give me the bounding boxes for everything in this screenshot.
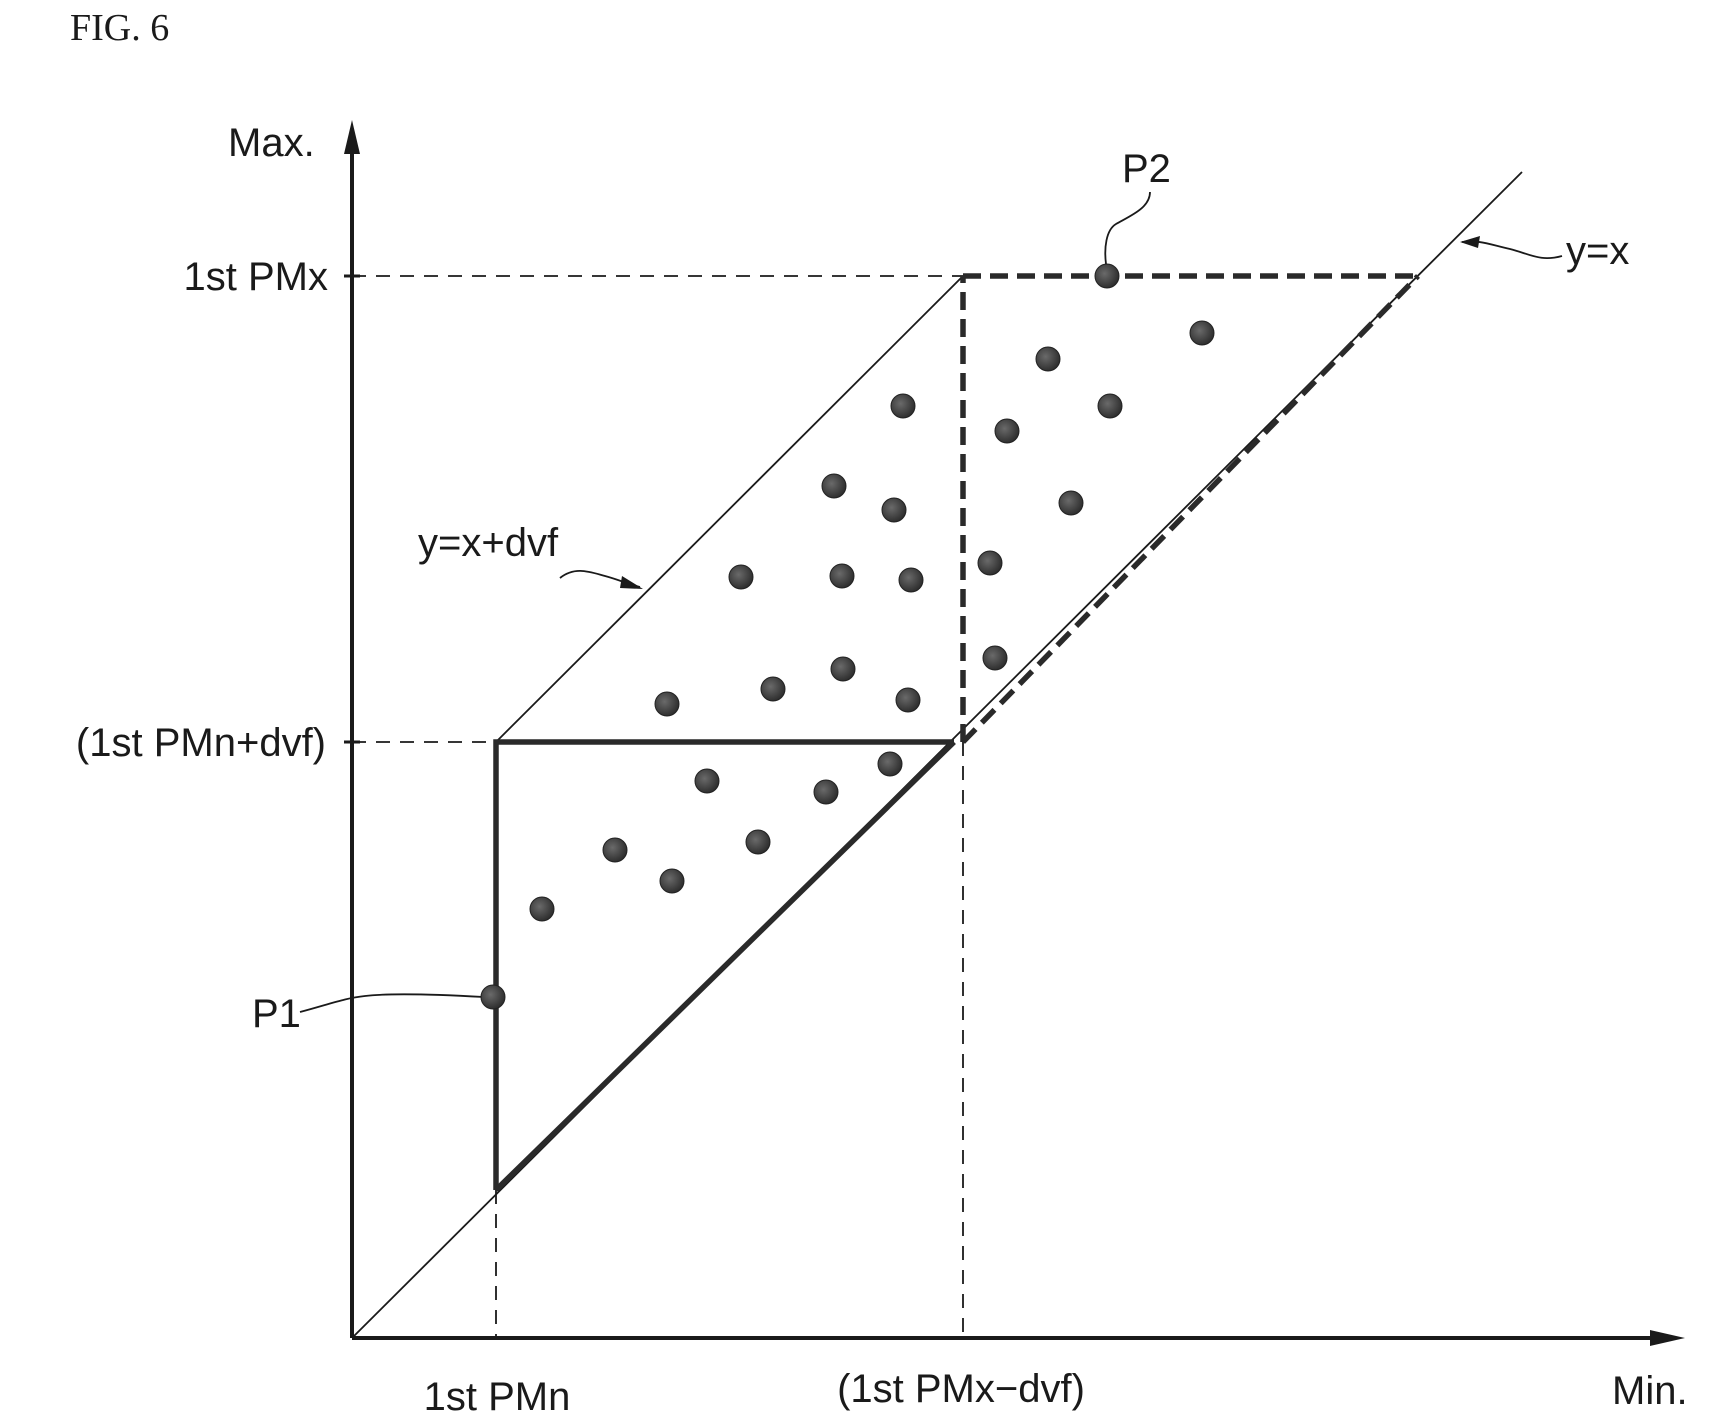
tick-marks — [344, 274, 360, 744]
data-point — [659, 868, 685, 894]
tick-label-1st-pmn: 1st PMn — [424, 1375, 571, 1419]
label-y-equals-x-plus-dvf: y=x+dvf — [418, 521, 559, 565]
data-point — [821, 473, 847, 499]
reference-lines — [352, 275, 964, 1338]
leader-arrow-y-equals-x — [1460, 236, 1480, 248]
axes — [344, 120, 1685, 1346]
data-point — [1058, 490, 1084, 516]
y-axis-label: Max. — [228, 121, 315, 165]
leader-p2 — [1104, 191, 1151, 265]
lower-region — [493, 739, 956, 1192]
upper-region — [960, 273, 1420, 744]
data-point-p2 — [1094, 263, 1120, 289]
line-y-equals-x-plus-dvf — [495, 275, 964, 743]
data-point — [654, 691, 680, 717]
tick-label-1st-pmx-minus-dvf: (1st PMx−dvf) — [837, 1367, 1085, 1411]
data-point — [994, 418, 1020, 444]
tick-label-1st-pmx: 1st PMx — [184, 255, 328, 299]
data-point-p1 — [480, 984, 506, 1010]
data-point — [898, 567, 924, 593]
label-y-equals-x: y=x — [1566, 229, 1629, 273]
data-point — [760, 676, 786, 702]
data-point — [977, 550, 1003, 576]
data-point — [890, 393, 916, 419]
leader-arrow-y-equals-x-plus-dvf — [620, 576, 643, 589]
data-point — [1035, 346, 1061, 372]
data-point — [694, 768, 720, 794]
data-point — [813, 779, 839, 805]
leader-p1 — [299, 993, 485, 1013]
x-axis-label: Min. — [1612, 1369, 1688, 1413]
data-point — [728, 564, 754, 590]
data-point — [895, 687, 921, 713]
label-p2: P2 — [1122, 147, 1171, 191]
figure-label: FIG. 6 — [70, 7, 169, 49]
lower-region-outline — [493, 739, 954, 1190]
data-point — [982, 645, 1008, 671]
lower-region-diagonal — [494, 740, 956, 1192]
data-point — [602, 837, 628, 863]
data-point — [745, 829, 771, 855]
data-point — [830, 656, 856, 682]
y-axis-arrowhead — [344, 120, 360, 154]
upper-region-diagonal — [961, 274, 1420, 744]
x-axis-arrowhead — [1650, 1330, 1685, 1346]
data-point — [877, 751, 903, 777]
data-point — [829, 563, 855, 589]
data-point — [529, 896, 555, 922]
label-p1: P1 — [252, 992, 301, 1036]
data-point — [1189, 320, 1215, 346]
data-points — [480, 263, 1215, 1010]
data-point — [1097, 393, 1123, 419]
data-point — [881, 497, 907, 523]
tick-label-1st-pmn-plus-dvf: (1st PMn+dvf) — [76, 721, 326, 765]
